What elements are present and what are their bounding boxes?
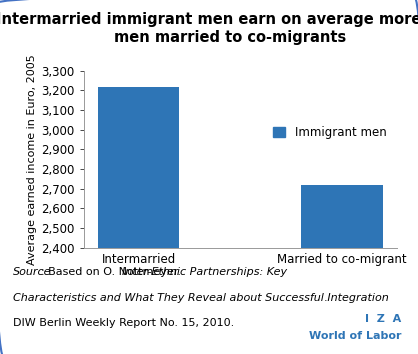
- Bar: [301, 185, 383, 354]
- Text: Characteristics and What They Reveal about Successful Integration: Characteristics and What They Reveal abo…: [13, 293, 388, 303]
- Text: Inter-Ethnic Partnerships: Key: Inter-Ethnic Partnerships: Key: [122, 267, 288, 277]
- Bar: [98, 86, 179, 354]
- Text: Intermarried immigrant men earn on average more than
men married to co-migrants: Intermarried immigrant men earn on avera…: [0, 12, 418, 45]
- Text: : Based on O. Nottmeyer.: : Based on O. Nottmeyer.: [41, 267, 184, 277]
- Y-axis label: Average earned income in Euro, 2005: Average earned income in Euro, 2005: [27, 54, 37, 265]
- Text: World of Labor: World of Labor: [309, 331, 401, 341]
- Text: .: .: [324, 293, 328, 303]
- Text: Source: Source: [13, 267, 51, 277]
- Text: I  Z  A: I Z A: [365, 314, 401, 324]
- Legend: Immigrant men: Immigrant men: [269, 121, 391, 144]
- Text: DIW Berlin Weekly Report No. 15, 2010.: DIW Berlin Weekly Report No. 15, 2010.: [13, 318, 234, 328]
